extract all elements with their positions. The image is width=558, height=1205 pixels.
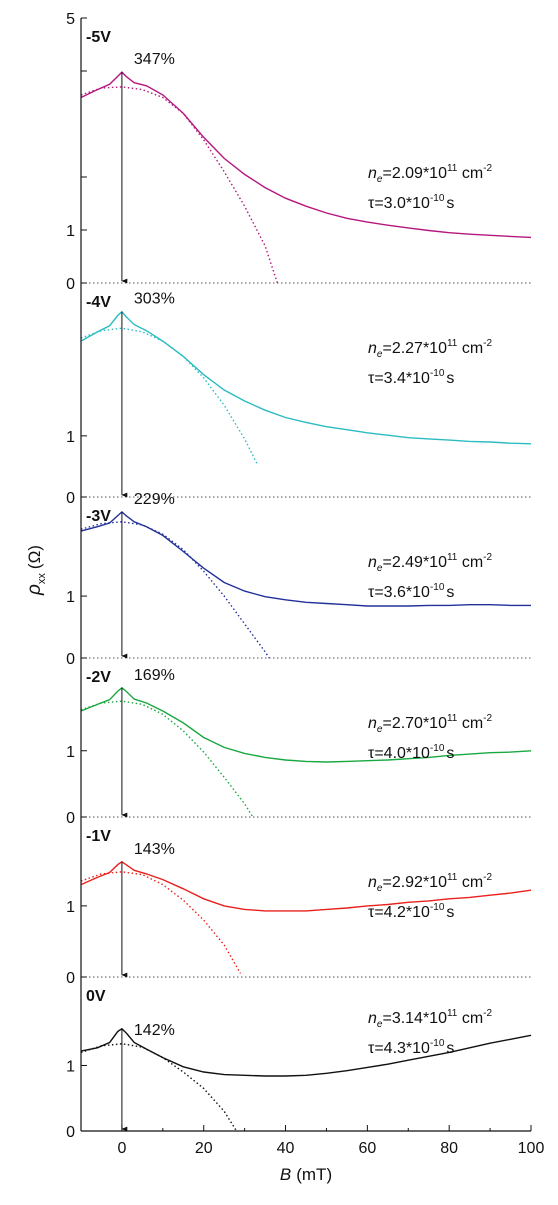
measured-curve — [80, 686, 532, 763]
density-note: ne=2.09*1011 cm-2 — [368, 163, 492, 185]
tau-note: τ=4.3*10-10 s — [368, 1038, 454, 1057]
density-note: ne=2.92*1011 cm-2 — [368, 872, 492, 894]
peak-percent-label: 169% — [134, 667, 175, 684]
y-axis-unit: (Ω) — [25, 545, 44, 569]
y-tick-label: 0 — [66, 276, 75, 293]
y-top-tick-label: 5 — [66, 11, 75, 28]
x-axis-symbol: B — [280, 1165, 291, 1184]
panel-voltage-label: -2V — [86, 669, 111, 686]
panels-layer: 0 1 -5V 347% ne=2.09*1011 cm-2 τ=3.0*10-10 s 0 1… — [66, 29, 532, 1141]
fit-curve — [80, 871, 242, 974]
peak-percent-label: 142% — [134, 1022, 175, 1039]
panel--4V: 0 1 -4V 303% ne=2.27*1011 cm-2 τ=3.4*10-10 s — [66, 291, 532, 507]
x-tick-label: 80 — [440, 1140, 458, 1157]
panel-voltage-label: -4V — [86, 294, 111, 311]
measured-curve — [80, 71, 532, 239]
y-tick-label: 1 — [66, 589, 75, 606]
panel--2V: 0 1 -2V 169% ne=2.70*1011 cm-2 τ=4.0*10-10 s — [66, 667, 532, 827]
measured-curve — [80, 310, 532, 445]
y-tick-label: 0 — [66, 1124, 75, 1141]
y-tick-label: 0 — [66, 810, 75, 827]
x-tick-label: 60 — [358, 1140, 376, 1157]
fit-curve — [80, 700, 254, 818]
fit-curve — [80, 327, 258, 464]
measured-curve — [80, 1027, 532, 1077]
x-axis-unit: (mT) — [296, 1165, 332, 1184]
peak-percent-label: 229% — [134, 491, 175, 508]
density-note: ne=3.14*1011 cm-2 — [368, 1008, 492, 1030]
x-axis-title: B (mT) — [280, 1165, 332, 1184]
panel-voltage-label: -3V — [86, 508, 111, 525]
y-tick-label: 1 — [66, 429, 75, 446]
tau-note: τ=4.2*10-10 s — [368, 902, 454, 921]
y-tick-label: 1 — [66, 744, 75, 761]
tau-note: τ=3.4*10-10 s — [368, 368, 454, 387]
peak-percent-label: 143% — [134, 841, 175, 858]
frame-layer: 50 20 40 60 80 100 — [66, 11, 544, 1157]
panel-voltage-label: -1V — [86, 828, 111, 845]
y-tick-label: 0 — [66, 651, 75, 668]
panel-voltage-label: -5V — [86, 29, 111, 46]
panel--1V: 0 1 -1V 143% ne=2.92*1011 cm-2 τ=4.2*10-10 s — [66, 828, 532, 987]
fit-curve — [80, 1043, 238, 1132]
y-axis-symbol: ρ — [24, 584, 45, 596]
tau-note: τ=3.0*10-10 s — [368, 193, 454, 212]
y-axis-subscript: xx — [36, 573, 48, 585]
density-note: ne=2.70*1011 cm-2 — [368, 713, 492, 735]
y-tick-label: 0 — [66, 970, 75, 987]
x-tick-label: 0 — [117, 1140, 126, 1157]
peak-percent-label: 347% — [134, 51, 175, 68]
measured-curve — [80, 860, 532, 912]
peak-percent-label: 303% — [134, 291, 175, 308]
panel-voltage-label: 0V — [86, 988, 106, 1005]
x-tick-label: 20 — [195, 1140, 213, 1157]
panel--5V: 0 1 -5V 347% ne=2.09*1011 cm-2 τ=3.0*10-10 s — [66, 29, 532, 293]
density-note: ne=2.27*1011 cm-2 — [368, 338, 492, 360]
x-tick-label: 40 — [277, 1140, 295, 1157]
panel--3V: 0 1 -3V 229% ne=2.49*1011 cm-2 τ=3.6*10-10 s — [66, 491, 531, 668]
y-tick-label: 1 — [66, 899, 75, 916]
y-tick-label: 1 — [66, 223, 75, 240]
y-tick-label: 1 — [66, 1058, 75, 1075]
tau-note: τ=3.6*10-10 s — [368, 582, 454, 601]
panel-0V: 0 1 0V 142% ne=3.14*1011 cm-2 τ=4.3*10-10 s — [66, 988, 532, 1141]
tau-note: τ=4.0*10-10 s — [368, 743, 454, 762]
fit-curve — [80, 86, 279, 284]
y-axis-title: ρxx (Ω) — [24, 545, 48, 596]
density-note: ne=2.49*1011 cm-2 — [368, 552, 492, 574]
y-tick-label: 0 — [66, 490, 75, 507]
measured-curve — [80, 510, 531, 607]
x-tick-label: 100 — [518, 1140, 545, 1157]
